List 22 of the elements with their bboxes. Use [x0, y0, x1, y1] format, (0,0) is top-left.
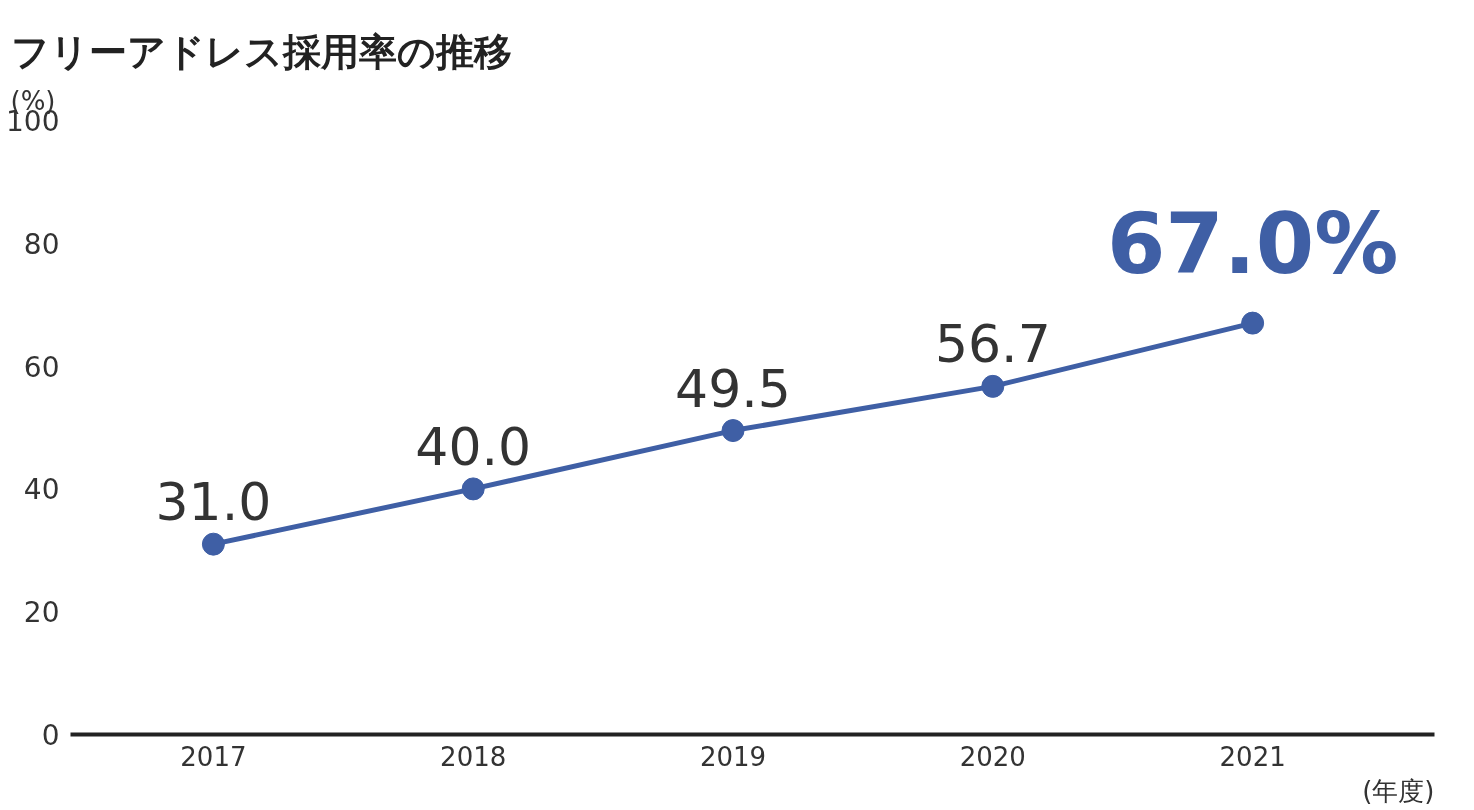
data-label: 56.7	[934, 314, 1051, 375]
y-tick-label: 20	[23, 596, 60, 630]
x-axis-title: (年度)	[1362, 775, 1435, 806]
data-label: 40.0	[415, 416, 532, 477]
point	[721, 419, 745, 443]
y-tick-label: 40	[23, 473, 60, 507]
y-tick-label: 60	[23, 350, 60, 384]
point	[201, 532, 225, 556]
x-tick-label: 2019	[699, 741, 767, 772]
y-tick-label: 80	[23, 227, 60, 261]
x-tick-label: 2017	[180, 741, 247, 772]
y-tick-label: 0	[41, 719, 60, 752]
chart-title: フリーアドレス採用率の推移	[10, 29, 512, 74]
point	[981, 374, 1005, 398]
x-tick-label: 2021	[1219, 741, 1286, 772]
x-tick-label: 2018	[440, 741, 507, 772]
data-label: 31.0	[155, 472, 272, 533]
data-label: 49.5	[675, 358, 791, 419]
x-tick-label: 2020	[959, 741, 1026, 772]
point	[1241, 311, 1265, 335]
data-label: 67.0%	[1106, 195, 1399, 294]
point	[461, 477, 485, 501]
